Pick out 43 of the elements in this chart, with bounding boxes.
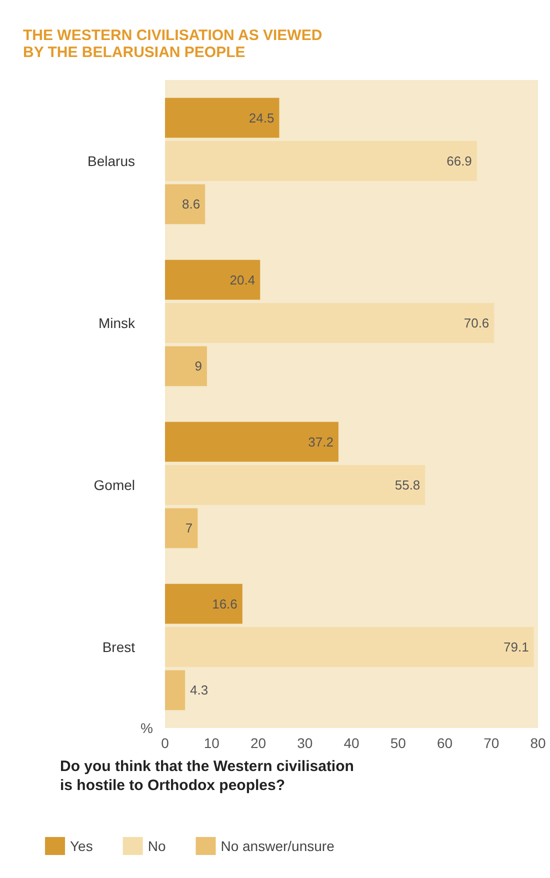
x-tick-label: 50	[390, 735, 406, 751]
data-label: 7	[185, 520, 193, 536]
bar	[165, 422, 338, 462]
legend-label: Yes	[70, 838, 93, 854]
bar	[165, 465, 426, 505]
data-label: 20.4	[230, 272, 256, 288]
x-axis-title: %	[140, 720, 153, 736]
bar	[165, 141, 477, 181]
x-tick-label: 60	[436, 735, 453, 751]
x-tick-label: 80	[530, 735, 546, 751]
bar	[165, 346, 207, 386]
x-tick-label: 20	[250, 735, 266, 751]
data-label: 55.8	[394, 478, 420, 492]
bar	[165, 260, 260, 300]
bar	[165, 184, 206, 224]
bar	[165, 627, 534, 667]
y-tick-label: Gomel	[94, 477, 135, 493]
y-tick-label: Belarus	[88, 153, 135, 169]
bar	[165, 98, 280, 138]
data-label: 70.6	[464, 316, 490, 330]
data-label: 9	[194, 358, 202, 374]
bar	[165, 584, 242, 624]
data-label: 79.1	[503, 640, 529, 654]
x-tick-label: 30	[297, 735, 313, 751]
legend-label: No answer/unsure	[220, 838, 335, 854]
x-tick-label: 10	[204, 735, 220, 751]
data-label: 16.6	[212, 596, 238, 612]
data-label: 66.9	[446, 154, 472, 168]
chart-title: THE WESTERN CIVILISATION AS VIEWED BY THE BELARUSIAN PEOPLE	[23, 27, 322, 61]
bar	[165, 303, 494, 343]
text: Do you think that the Western civilisation is hostile to Orthodox peoples?	[60, 758, 354, 794]
data-label: 24.5	[248, 110, 274, 126]
x-tick-label: 70	[484, 735, 500, 751]
data-label: 37.2	[308, 434, 334, 450]
y-tick-label: Brest	[102, 639, 136, 655]
data-label: 8.6	[182, 196, 200, 212]
x-tick-label: 0	[161, 735, 170, 751]
legend-label: No	[148, 838, 166, 854]
bar	[165, 508, 198, 548]
bar	[165, 670, 186, 710]
x-tick-label: 40	[344, 735, 360, 751]
y-tick-label: Minsk	[98, 315, 136, 331]
data-label: 4.3	[190, 682, 208, 698]
